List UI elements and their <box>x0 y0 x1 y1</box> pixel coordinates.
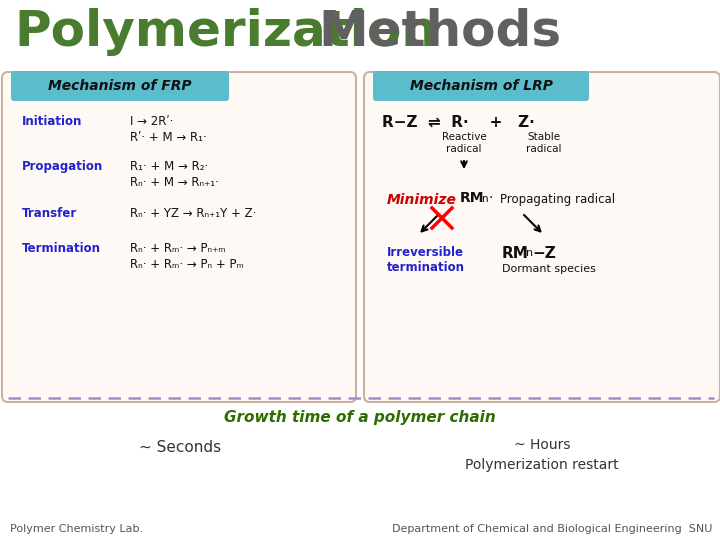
Text: Mechanism of LRP: Mechanism of LRP <box>410 79 552 93</box>
Text: Propagation: Propagation <box>22 160 103 173</box>
Text: ~ Hours
Polymerization restart: ~ Hours Polymerization restart <box>465 438 618 471</box>
Text: Department of Chemical and Biological Engineering  SNU: Department of Chemical and Biological En… <box>392 524 712 534</box>
Text: Rʹ· + M → R₁·: Rʹ· + M → R₁· <box>130 131 207 144</box>
Text: Polymer Chemistry Lab.: Polymer Chemistry Lab. <box>10 524 143 534</box>
FancyBboxPatch shape <box>364 72 720 402</box>
FancyBboxPatch shape <box>2 72 356 402</box>
Text: Rₙ· + Rₘ· → Pₙ₊ₘ: Rₙ· + Rₘ· → Pₙ₊ₘ <box>130 242 225 255</box>
Text: I → 2Rʹ·: I → 2Rʹ· <box>130 115 174 128</box>
Text: Minimize: Minimize <box>387 193 457 207</box>
Text: Transfer: Transfer <box>22 207 77 220</box>
Text: RM: RM <box>460 191 485 205</box>
Text: n: n <box>526 248 533 258</box>
Text: ·: · <box>489 191 493 205</box>
Text: Mechanism of FRP: Mechanism of FRP <box>48 79 192 93</box>
Text: Methods: Methods <box>318 8 561 56</box>
Text: R₁· + M → R₂·: R₁· + M → R₂· <box>130 160 208 173</box>
Text: RM: RM <box>502 246 529 261</box>
Text: ~ Seconds: ~ Seconds <box>139 440 221 455</box>
FancyBboxPatch shape <box>11 71 229 101</box>
Text: Stable
radical: Stable radical <box>526 132 562 153</box>
Text: Polymerization: Polymerization <box>14 8 437 56</box>
Text: Initiation: Initiation <box>22 115 82 128</box>
Text: Irreversible
termination: Irreversible termination <box>387 246 465 274</box>
Text: Dormant species: Dormant species <box>502 264 596 274</box>
FancyBboxPatch shape <box>373 71 589 101</box>
Text: Growth time of a polymer chain: Growth time of a polymer chain <box>224 410 496 425</box>
Text: Rₙ· + M → Rₙ₊₁·: Rₙ· + M → Rₙ₊₁· <box>130 176 219 189</box>
Text: Propagating radical: Propagating radical <box>500 193 615 206</box>
Text: n: n <box>482 194 489 204</box>
Text: Termination: Termination <box>22 242 101 255</box>
Text: R−Z  ⇌  R·    +   Z·: R−Z ⇌ R· + Z· <box>382 115 535 130</box>
Text: Rₙ· + YZ → Rₙ₊₁Y + Z·: Rₙ· + YZ → Rₙ₊₁Y + Z· <box>130 207 256 220</box>
Text: Rₙ· + Rₘ· → Pₙ + Pₘ: Rₙ· + Rₘ· → Pₙ + Pₘ <box>130 258 244 271</box>
Text: −Z: −Z <box>532 246 556 261</box>
Text: Reactive
radical: Reactive radical <box>441 132 487 153</box>
